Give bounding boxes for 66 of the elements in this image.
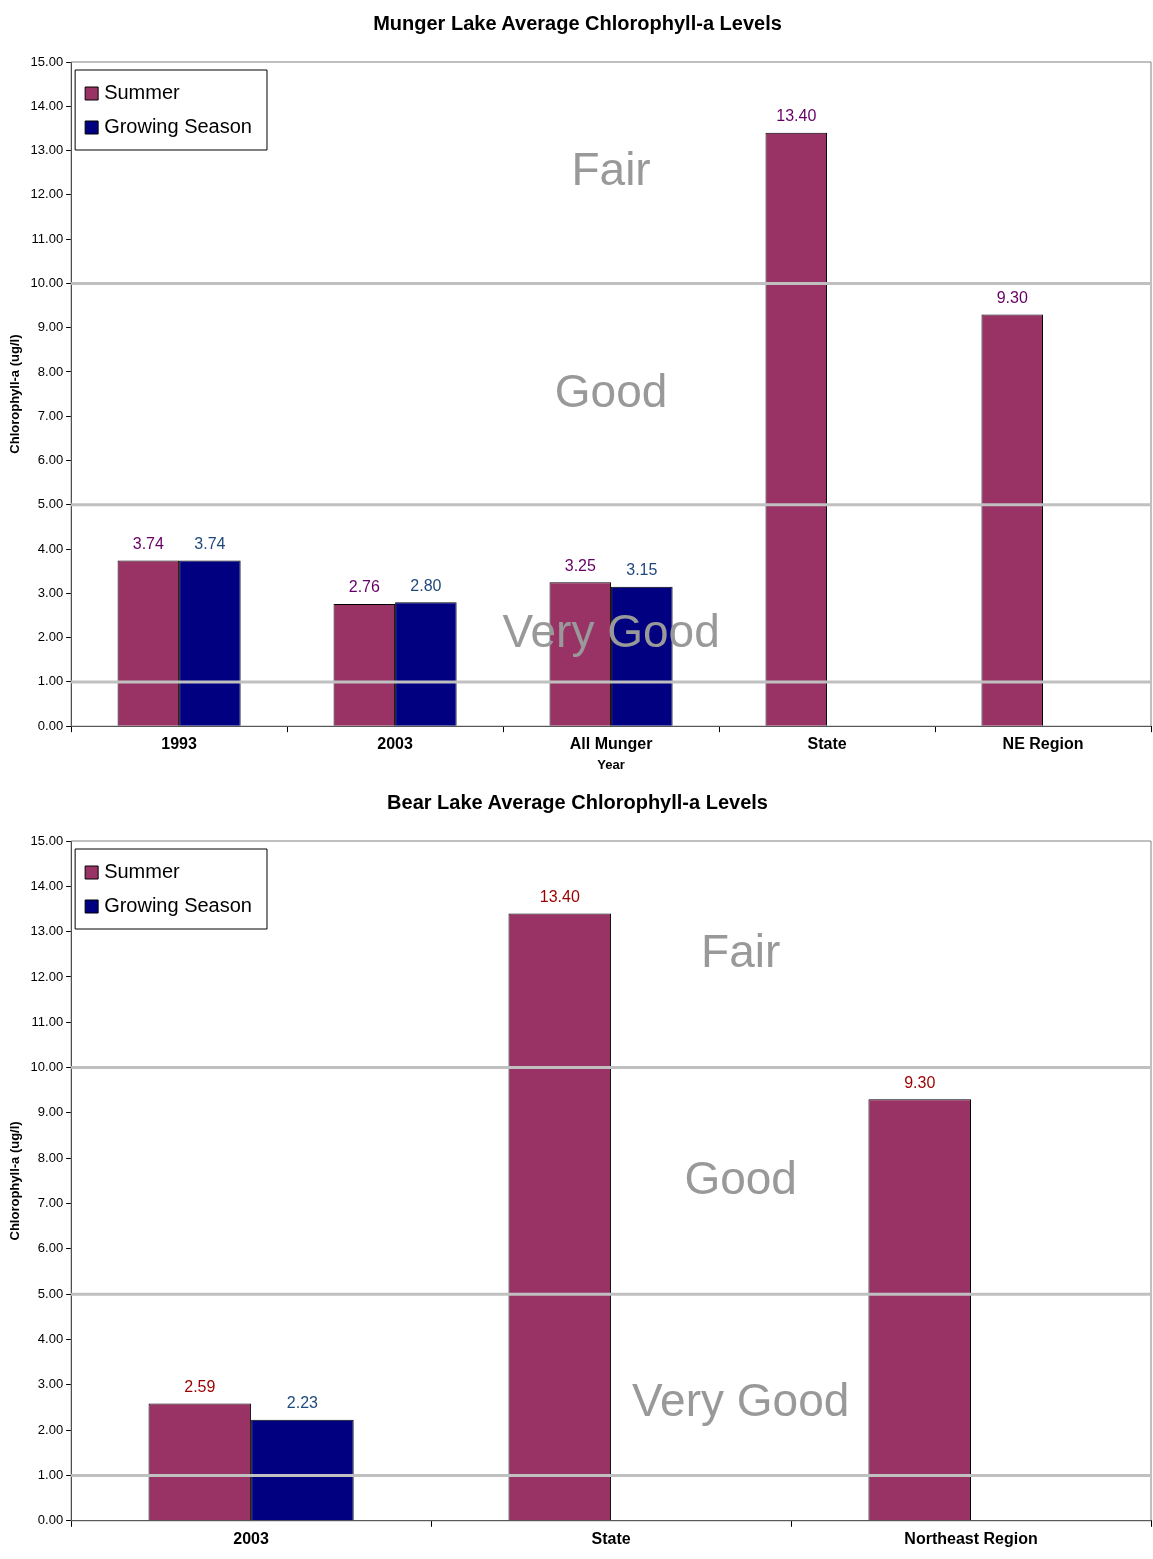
- legend-label: Summer: [104, 859, 181, 882]
- data-label: 13.40: [539, 887, 580, 905]
- data-label: 3.74: [132, 535, 165, 552]
- y-tick-label: 14.00: [30, 877, 64, 893]
- data-label: 9.30: [904, 1073, 936, 1091]
- data-label: 3.15: [626, 561, 658, 579]
- y-tick-label: 13.00: [30, 923, 64, 939]
- y-tick-label: 0.00: [37, 717, 64, 733]
- legend-label: Summer: [104, 80, 181, 103]
- y-tick-label: 5.00: [37, 1285, 64, 1301]
- annotation: Fair: [571, 143, 651, 196]
- y-tick-label: 12.00: [30, 186, 64, 202]
- data-label: 3.74: [194, 535, 226, 552]
- x-tick-label: NE Region: [1002, 735, 1084, 753]
- y-tick-label: 8.00: [37, 363, 64, 379]
- x-tick-label: All Munger: [569, 735, 653, 753]
- data-label: 2.80: [410, 576, 442, 594]
- y-tick-label: 13.00: [30, 142, 64, 158]
- y-tick-label: 15.00: [30, 53, 64, 69]
- y-tick-label: 3.00: [37, 584, 64, 600]
- y-tick-label: 6.00: [37, 1240, 64, 1256]
- y-tick-label: 0.00: [37, 1512, 64, 1528]
- y-tick-label: 4.00: [37, 540, 64, 556]
- data-label: 2.76: [348, 578, 380, 596]
- y-tick-label: 12.00: [30, 968, 64, 984]
- y-tick-label: 11.00: [31, 1013, 64, 1029]
- x-tick-label: State: [591, 1529, 631, 1547]
- y-tick-label: 1.00: [37, 673, 64, 689]
- y-tick-label: 15.00: [30, 832, 64, 848]
- x-tick-label: 2003: [377, 735, 413, 753]
- y-axis-title: Chlorophyll-a (ug/l): [7, 334, 23, 454]
- annotation: Good: [684, 1151, 797, 1204]
- y-tick-label: 2.00: [37, 1421, 64, 1437]
- legend-label: Growing Season: [104, 114, 253, 137]
- y-tick-label: 7.00: [37, 407, 64, 423]
- y-tick-label: 9.00: [37, 1104, 64, 1120]
- y-tick-label: 2.00: [37, 629, 64, 645]
- y-tick-label: 3.00: [37, 1376, 64, 1392]
- x-tick-label: State: [807, 735, 847, 753]
- annotation: Fair: [701, 924, 781, 977]
- x-tick-label: Northeast Region: [904, 1529, 1038, 1547]
- data-label: 2.23: [286, 1394, 319, 1412]
- y-tick-label: 7.00: [37, 1195, 64, 1211]
- data-label: 9.30: [996, 288, 1028, 306]
- data-label: 13.40: [776, 107, 817, 125]
- x-axis-title: Year: [597, 756, 625, 772]
- y-tick-label: 8.00: [37, 1149, 64, 1165]
- y-tick-label: 1.00: [37, 1467, 64, 1483]
- chart-title: Munger Lake Average Chlorophyll-a Levels: [373, 11, 782, 34]
- y-tick-label: 6.00: [37, 452, 64, 468]
- legend-label: Growing Season: [104, 893, 253, 916]
- y-axis-title: Chlorophyll-a (ug/l): [7, 1121, 23, 1241]
- x-tick-label: 1993: [161, 735, 198, 753]
- data-label: 3.25: [564, 556, 596, 574]
- y-tick-label: 11.00: [31, 230, 64, 246]
- data-label: 2.59: [184, 1377, 216, 1395]
- y-tick-label: 4.00: [37, 1331, 64, 1347]
- y-tick-label: 10.00: [30, 1059, 64, 1075]
- y-tick-label: 14.00: [30, 97, 64, 113]
- annotation: Good: [554, 364, 668, 417]
- y-tick-label: 9.00: [37, 319, 64, 335]
- y-tick-label: 5.00: [37, 496, 64, 512]
- chart-title: Bear Lake Average Chlorophyll-a Levels: [387, 790, 768, 813]
- y-tick-label: 10.00: [30, 274, 64, 290]
- annotation: Very Good: [631, 1373, 850, 1426]
- x-tick-label: 2003: [233, 1529, 270, 1547]
